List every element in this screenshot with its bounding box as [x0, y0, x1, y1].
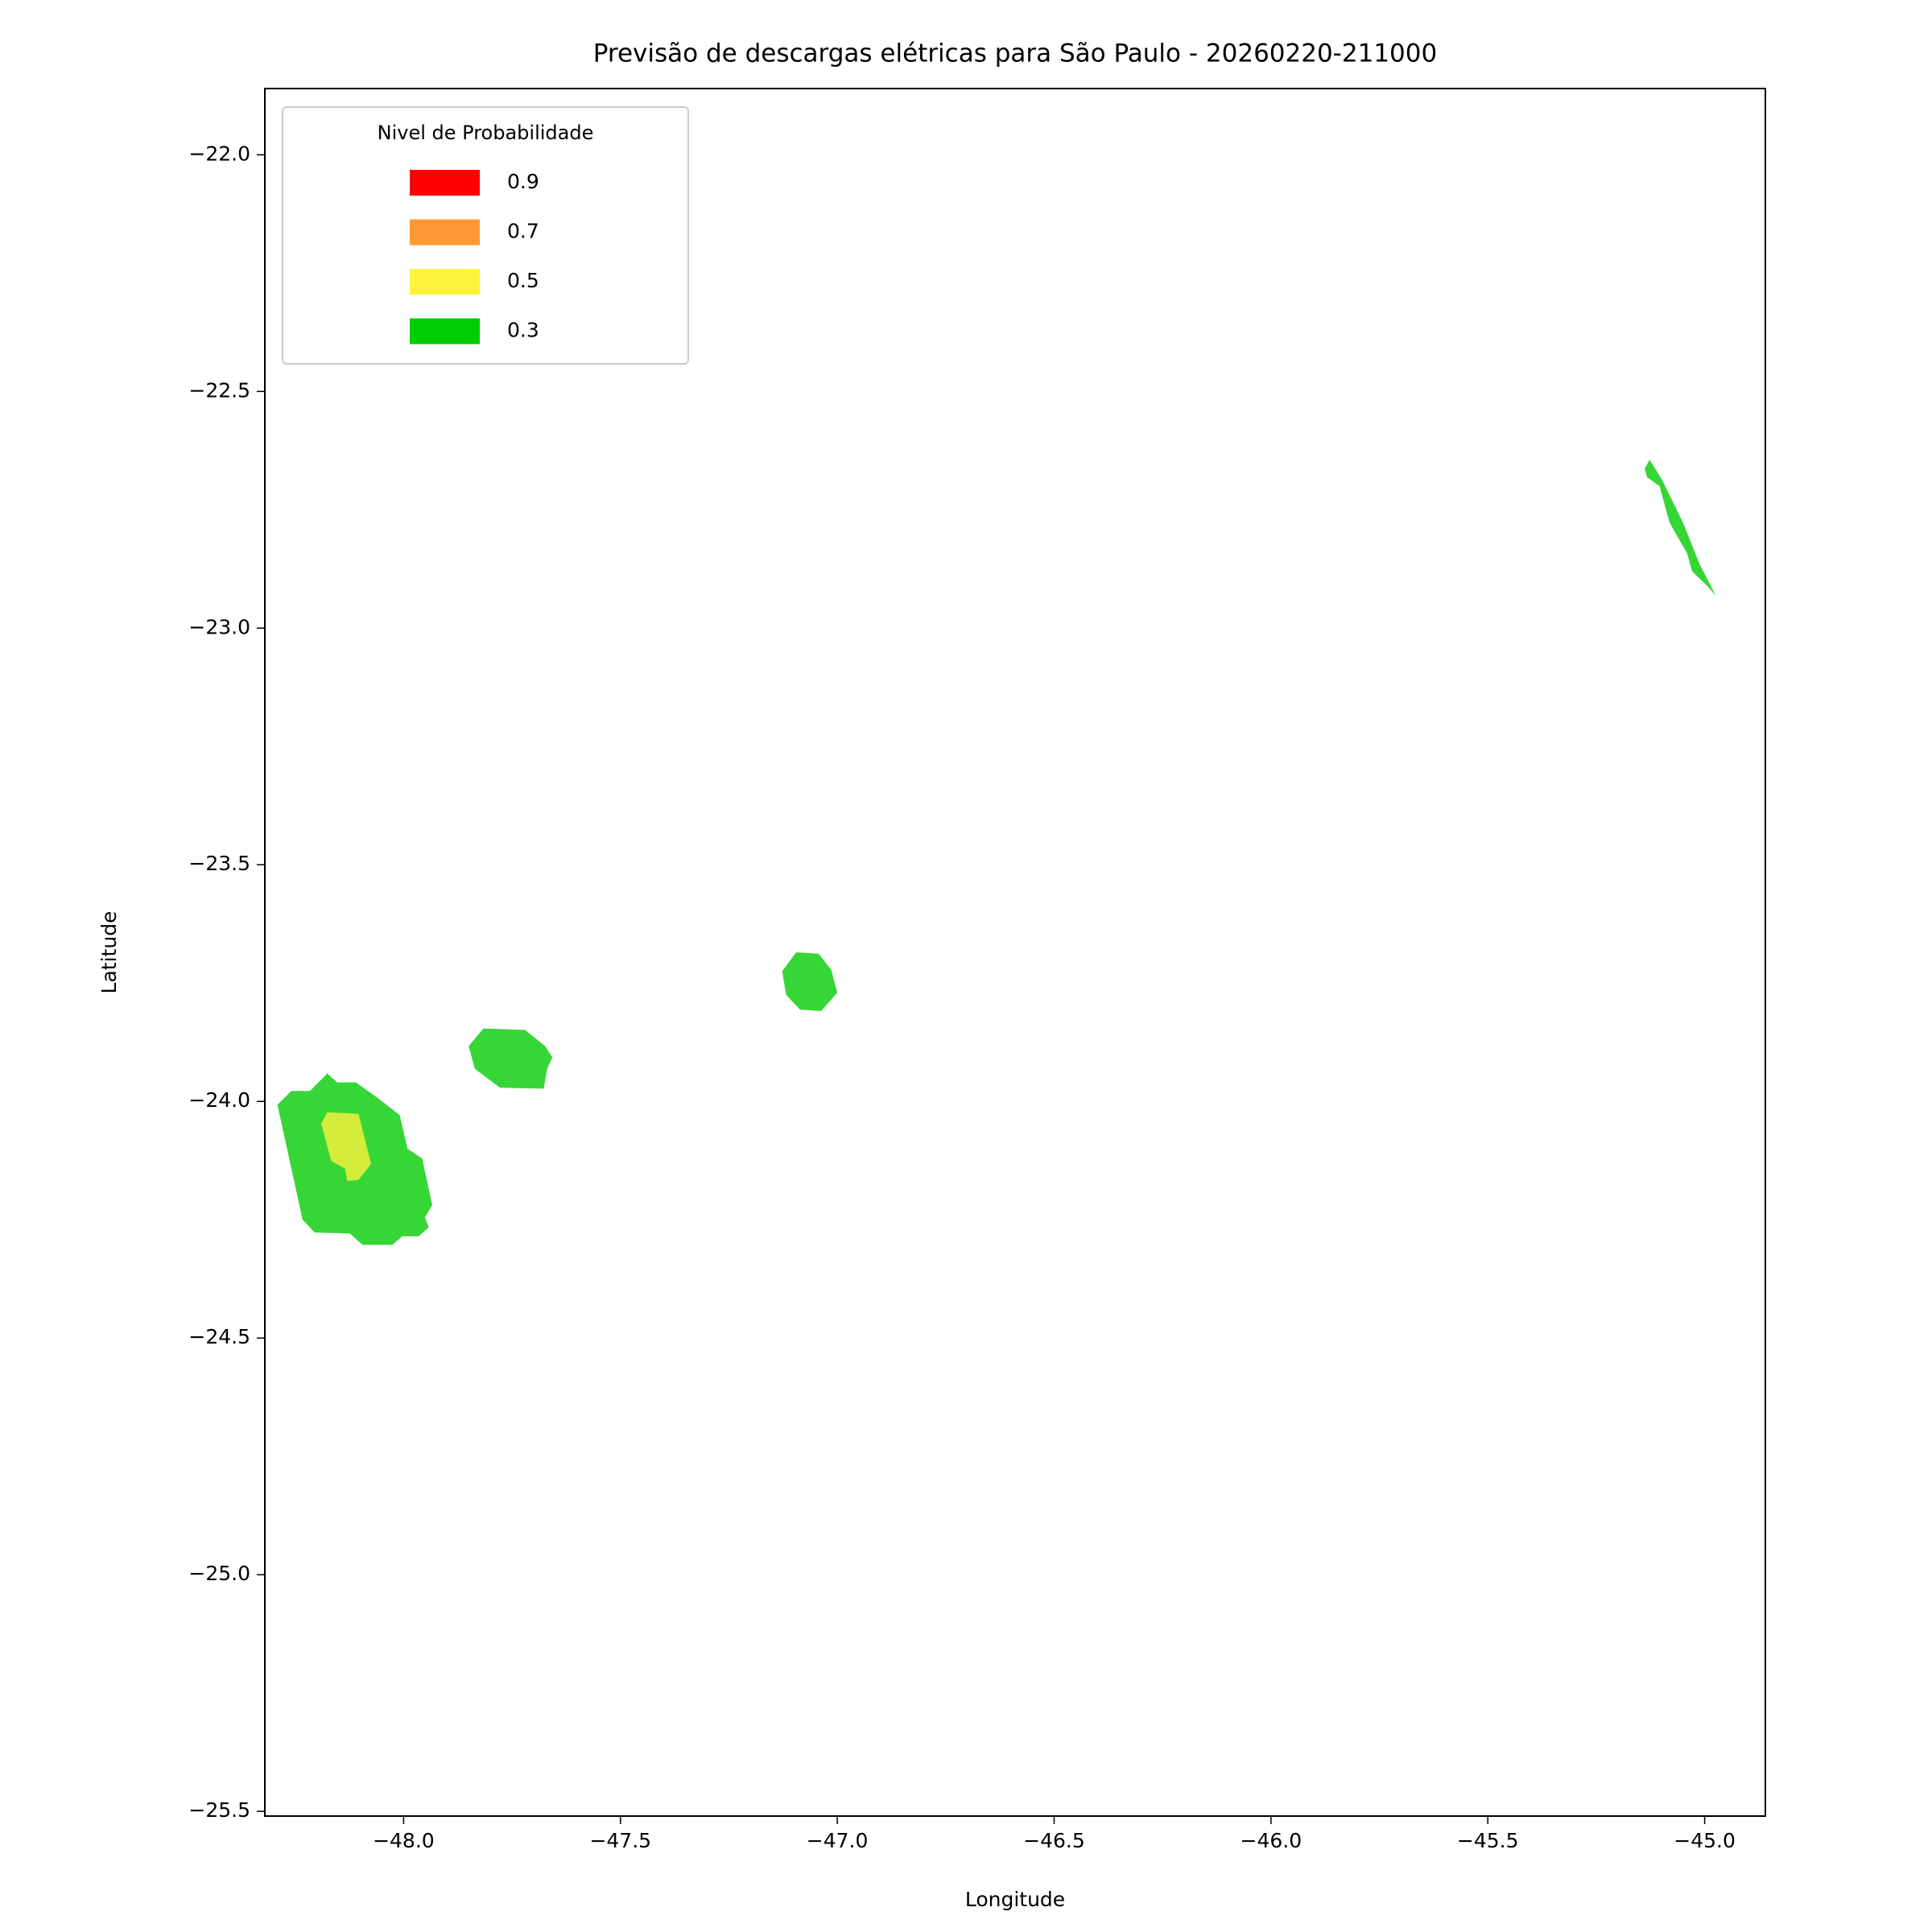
contour-region — [469, 1028, 553, 1089]
axes-frame — [264, 88, 1766, 1817]
legend-label: 0.3 — [507, 319, 539, 342]
y-tick-label: −23.5 — [188, 852, 250, 875]
y-tick-label: −22.5 — [188, 378, 250, 402]
x-tick-label: −46.0 — [1241, 1829, 1302, 1852]
y-tick-label: −24.0 — [188, 1088, 250, 1112]
legend-swatch — [410, 170, 480, 196]
x-tick-label: −48.0 — [373, 1829, 435, 1852]
legend-box — [282, 106, 689, 365]
y-tick-label: −24.5 — [188, 1325, 250, 1348]
y-tick-label: −23.0 — [188, 615, 250, 638]
legend-swatch — [410, 269, 480, 295]
legend-label: 0.7 — [507, 220, 539, 243]
legend: Nivel de Probabilidade 0.9 0.7 0.5 0.3 — [282, 106, 689, 365]
y-tick-label: −25.0 — [188, 1562, 250, 1585]
x-tick-label: −47.0 — [807, 1829, 869, 1852]
contour-region — [321, 1112, 371, 1181]
legend-title: Nivel de Probabilidade — [378, 122, 594, 144]
legend-label: 0.5 — [507, 269, 539, 292]
x-axis-label: Longitude — [965, 1888, 1065, 1911]
y-tick-label: −22.0 — [188, 142, 250, 165]
legend-swatch — [410, 219, 480, 246]
chart-title: Previsão de descargas elétricas para São… — [593, 39, 1437, 68]
contour-region — [782, 952, 838, 1011]
y-axis-label: Latitude — [97, 911, 121, 994]
y-tick-label: −25.5 — [188, 1798, 250, 1822]
legend-label: 0.9 — [507, 170, 539, 193]
x-tick-label: −45.5 — [1457, 1829, 1519, 1852]
x-tick-label: −46.5 — [1023, 1829, 1085, 1852]
x-tick-label: −47.5 — [589, 1829, 651, 1852]
x-tick-label: −45.0 — [1674, 1829, 1736, 1852]
legend-swatch — [410, 318, 480, 345]
contour-region — [1645, 459, 1716, 597]
